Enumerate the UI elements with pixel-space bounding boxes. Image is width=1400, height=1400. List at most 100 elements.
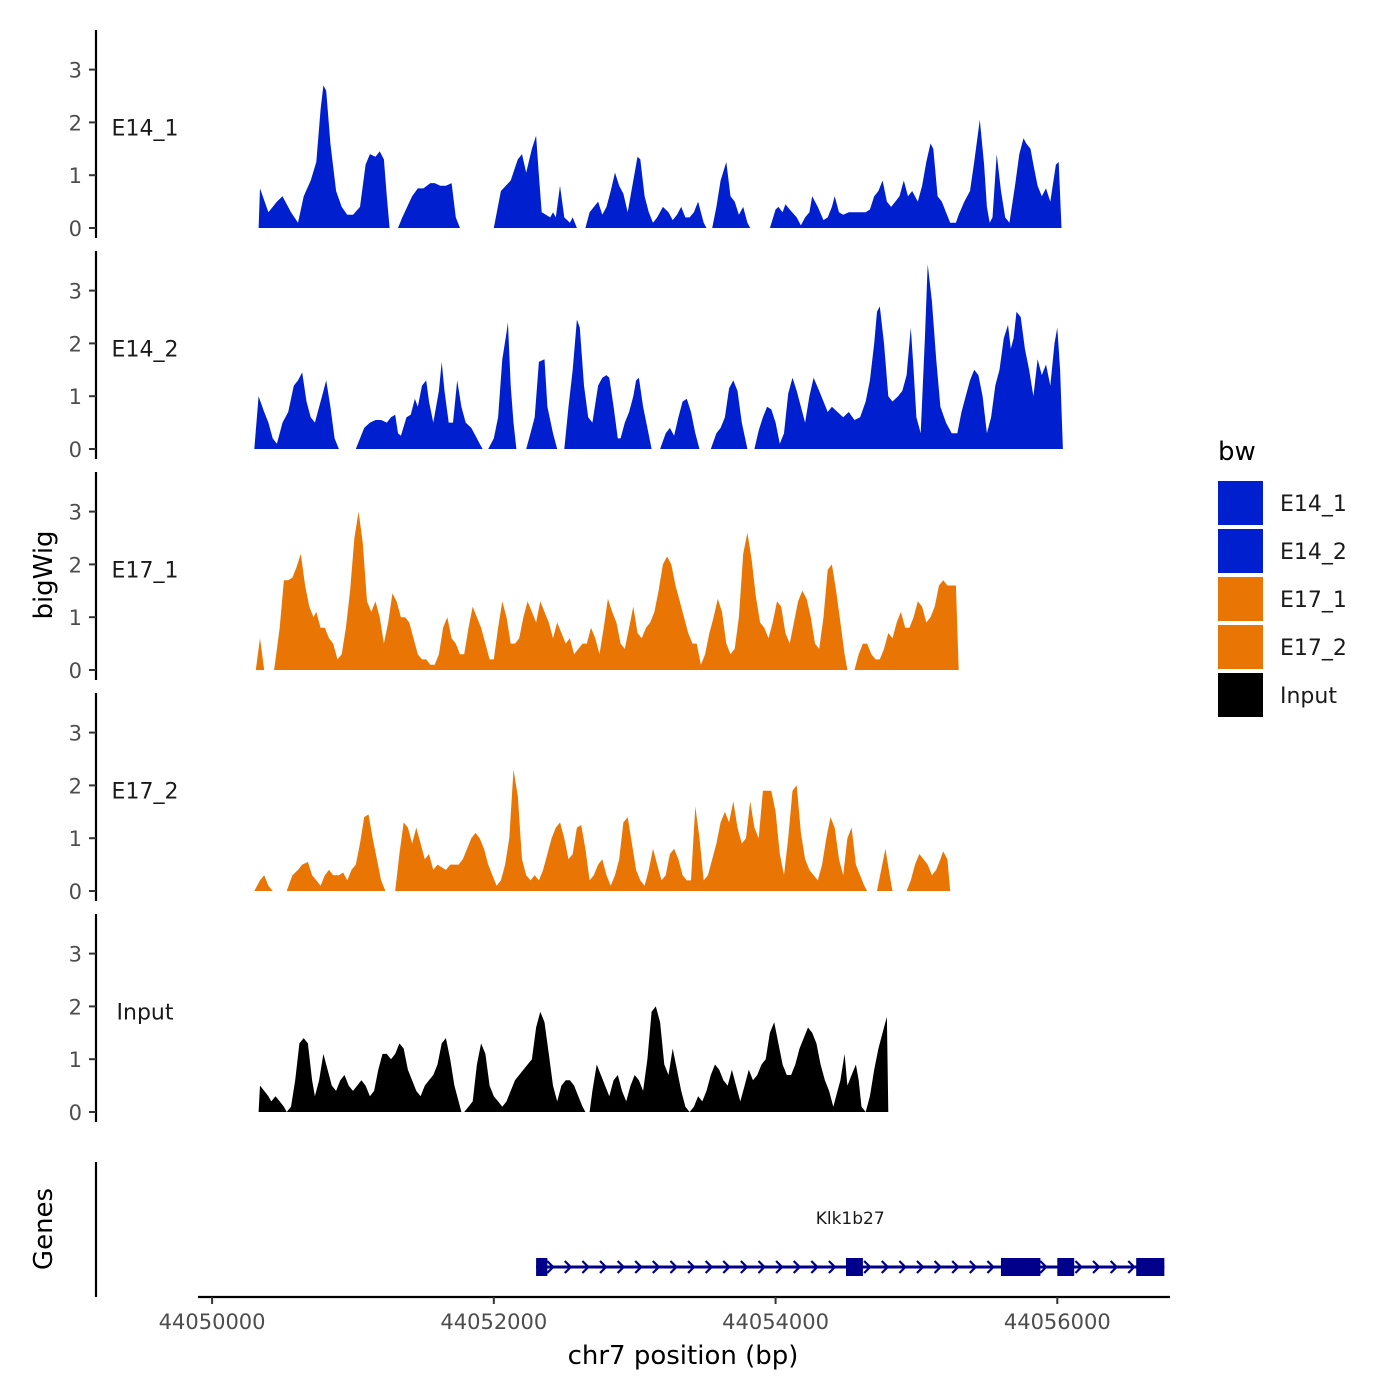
track-label: Input: [117, 1001, 174, 1026]
strand-arrow: [1039, 1260, 1048, 1274]
y-tick-label: 1: [69, 606, 82, 630]
coverage-tracks: 0 1 2 3 E14_1 0 1 2 3 E14_2 0 1 2 3 E17_1 0 1 2 3 E17_2 0 1 2 3…: [69, 30, 1063, 1125]
x-tick-label: 44050000: [159, 1310, 266, 1334]
coverage-area-segment: [877, 848, 893, 891]
track-label: E14_1: [112, 117, 179, 142]
coverage-area-segment: [355, 361, 483, 449]
gene-model: [536, 1258, 1165, 1276]
strand-arrow: [828, 1260, 837, 1274]
legend-key-label: Input: [1280, 684, 1337, 709]
x-tick-label: 44054000: [722, 1310, 829, 1334]
strand-arrow: [898, 1260, 907, 1274]
strand-arrow: [1074, 1260, 1083, 1274]
legend-title: bw: [1218, 437, 1256, 467]
x-tick-label: 44052000: [440, 1310, 547, 1334]
y-tick-label: 1: [69, 164, 82, 188]
coverage-area-segment: [258, 85, 460, 229]
coverage-area-segment: [258, 1038, 462, 1112]
track-label: E14_2: [112, 338, 179, 363]
track-label: E17_2: [112, 780, 179, 805]
x-tick-label: 44056000: [1004, 1310, 1111, 1334]
coverage-area-segment: [585, 156, 707, 228]
coverage-area-segment: [710, 380, 748, 449]
y-tick-label: 3: [69, 59, 82, 83]
track-e17-2: 0 1 2 3 E17_2: [69, 693, 951, 904]
strand-arrow: [1092, 1260, 1101, 1274]
gene-panel-title: Genes: [29, 1188, 59, 1270]
strand-arrow: [687, 1260, 696, 1274]
legend-key-label: E17_1: [1280, 588, 1347, 613]
coverage-area-segment: [254, 875, 273, 891]
track-e14-2: 0 1 2 3 E14_2: [69, 251, 1063, 462]
legend-key-swatch: [1218, 577, 1263, 621]
y-axis-title: bigWig: [29, 530, 59, 619]
legend-key-label: E14_2: [1280, 540, 1347, 565]
gene-exon: [1057, 1258, 1075, 1276]
y-tick-label: 2: [69, 553, 82, 577]
gene-name-label: Klk1b27: [816, 1209, 885, 1229]
track-e14-1: 0 1 2 3 E14_1: [69, 30, 1062, 241]
strand-arrow: [880, 1260, 890, 1274]
y-tick-label: 0: [69, 438, 82, 462]
strand-arrow: [969, 1260, 978, 1274]
strand-arrow: [704, 1260, 714, 1274]
strand-arrow: [916, 1260, 925, 1274]
coverage-area-segment: [854, 580, 959, 670]
y-tick-label: 2: [69, 111, 82, 135]
coverage-area-segment: [660, 398, 700, 449]
track-e17-1: 0 1 2 3 E17_1: [69, 472, 959, 683]
strand-arrow: [652, 1260, 661, 1274]
y-tick-label: 0: [69, 217, 82, 241]
strand-arrow: [863, 1260, 872, 1274]
y-tick-label: 0: [69, 1101, 82, 1125]
strand-arrow: [546, 1260, 555, 1274]
y-tick-label: 3: [69, 280, 82, 304]
strand-arrow: [599, 1260, 608, 1274]
coverage-area-segment: [488, 322, 517, 449]
y-tick-label: 2: [69, 995, 82, 1019]
gene-exon: [1136, 1258, 1165, 1276]
legend-key-swatch: [1218, 529, 1263, 573]
y-tick-label: 3: [69, 722, 82, 746]
coverage-area-segment: [286, 814, 386, 891]
coverage-area-segment: [274, 511, 848, 670]
y-tick-label: 1: [69, 1048, 82, 1072]
gene-panel: Klk1b27: [94, 1162, 1165, 1297]
coverage-area-segment: [254, 372, 339, 449]
x-axis-title: chr7 position (bp): [568, 1341, 799, 1371]
y-tick-label: 1: [69, 385, 82, 409]
coverage-area-segment: [754, 264, 1063, 449]
coverage-area-segment: [464, 1011, 586, 1112]
x-axis: 44050000 44052000 44054000 44056000: [159, 1295, 1170, 1334]
coverage-area-segment: [712, 162, 751, 228]
strand-arrow: [757, 1260, 767, 1274]
strand-arrow: [616, 1260, 626, 1274]
strand-arrow: [1109, 1260, 1119, 1274]
y-tick-label: 0: [69, 880, 82, 904]
y-tick-label: 1: [69, 827, 82, 851]
gene-exon: [536, 1258, 548, 1276]
legend: bw E14_1 E14_2 E17_1 E17_2 Input: [1218, 437, 1347, 717]
strand-arrow: [740, 1260, 749, 1274]
coverage-area-segment: [564, 319, 652, 449]
coverage-area-segment: [255, 638, 265, 670]
gene-exon: [1000, 1258, 1041, 1276]
y-tick-label: 3: [69, 943, 82, 967]
coverage-area-segment: [493, 135, 577, 228]
strand-arrow: [986, 1260, 995, 1274]
legend-key-swatch: [1218, 481, 1263, 525]
coverage-area-segment: [395, 769, 868, 891]
y-tick-label: 3: [69, 501, 82, 525]
y-tick-label: 2: [69, 774, 82, 798]
strand-arrow: [810, 1260, 819, 1274]
coverage-area-segment: [589, 1006, 889, 1112]
coverage-area-segment: [769, 119, 1062, 228]
coverage-area-segment: [526, 359, 558, 449]
strand-arrow: [581, 1260, 590, 1274]
track-label: E17_1: [112, 559, 179, 584]
gene-exon: [846, 1258, 863, 1276]
strand-arrow: [1127, 1260, 1136, 1274]
legend-key-label: E14_1: [1280, 492, 1347, 517]
legend-key-swatch: [1218, 673, 1263, 717]
